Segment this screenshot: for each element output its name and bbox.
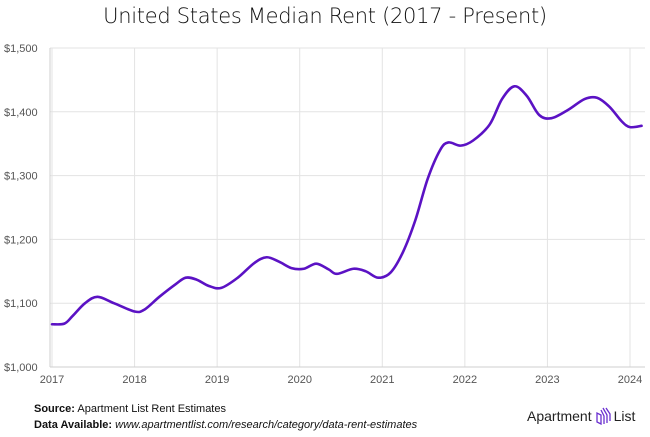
y-tick-label: $1,300 [4, 171, 38, 183]
y-tick-label: $1,400 [4, 107, 38, 119]
x-tick-label: 2018 [122, 374, 146, 386]
chart-title: United States Median Rent (2017 - Presen… [103, 4, 547, 28]
logo-text-right: List [613, 408, 636, 424]
logo-text-left: Apartment [527, 408, 592, 424]
line-chart: $1,000 $1,100 $1,200 $1,300 $1,400 $1,500 2017… [4, 43, 645, 386]
data-url: www.apartmentlist.com/research/category/… [115, 419, 418, 431]
y-tick-label: $1,100 [4, 298, 38, 310]
x-tick-label: 2020 [287, 374, 311, 386]
x-tick-label: 2024 [618, 374, 642, 386]
median-rent-line [50, 84, 643, 326]
x-tick-label: 2017 [40, 374, 64, 386]
x-tick-label: 2023 [535, 374, 559, 386]
x-tick-label: 2021 [370, 374, 394, 386]
x-tick-label: 2019 [205, 374, 229, 386]
source-text: Apartment List Rent Estimates [77, 403, 226, 415]
x-tick-label: 2022 [453, 374, 477, 386]
data-availability-note: Data Available: www.apartmentlist.com/re… [34, 419, 417, 431]
y-tick-label: $1,200 [4, 234, 38, 246]
source-note: Source: Apartment List Rent Estimates [34, 403, 226, 415]
apartment-list-logo: Apartment List [527, 407, 635, 425]
source-label: Source: [34, 403, 75, 415]
data-available-label: Data Available: [34, 419, 113, 431]
logo-mark-icon [595, 407, 611, 425]
y-tick-label: $1,500 [4, 43, 38, 55]
y-tick-label: $1,000 [4, 362, 38, 374]
